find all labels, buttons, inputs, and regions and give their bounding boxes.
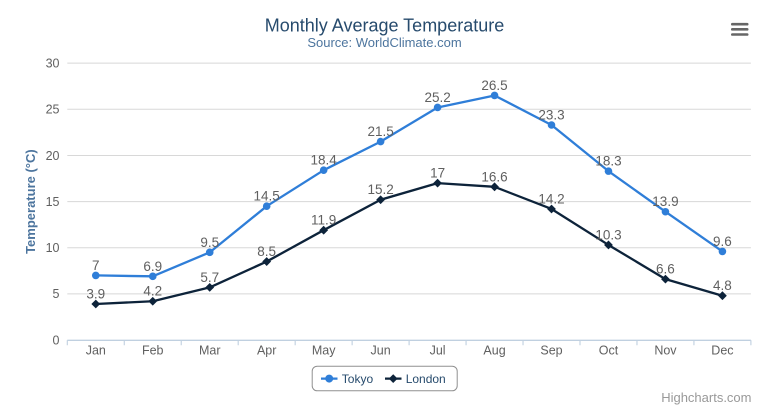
svg-text:May: May: [312, 343, 336, 357]
svg-text:Temperature (°C): Temperature (°C): [23, 149, 38, 254]
svg-text:18.4: 18.4: [311, 153, 338, 168]
svg-text:5.7: 5.7: [200, 270, 219, 285]
svg-text:Jan: Jan: [86, 343, 106, 357]
svg-text:9.6: 9.6: [713, 234, 732, 249]
svg-text:Highcharts.com: Highcharts.com: [661, 390, 751, 405]
svg-text:Mar: Mar: [199, 343, 221, 357]
svg-text:26.5: 26.5: [481, 78, 507, 93]
svg-text:Source: WorldClimate.com: Source: WorldClimate.com: [307, 35, 461, 50]
svg-text:Tokyo: Tokyo: [342, 372, 374, 386]
svg-text:17: 17: [430, 166, 445, 181]
svg-text:25: 25: [46, 103, 60, 117]
svg-text:9.5: 9.5: [200, 235, 219, 250]
svg-text:6.6: 6.6: [656, 262, 675, 277]
svg-text:Monthly Average Temperature: Monthly Average Temperature: [265, 16, 504, 36]
svg-text:14.2: 14.2: [538, 191, 564, 206]
svg-text:18.3: 18.3: [595, 154, 621, 169]
svg-text:Feb: Feb: [142, 343, 164, 357]
svg-text:Apr: Apr: [257, 343, 276, 357]
svg-text:8.5: 8.5: [257, 244, 276, 259]
svg-text:Dec: Dec: [711, 343, 733, 357]
svg-text:16.6: 16.6: [481, 169, 507, 184]
svg-text:Jul: Jul: [430, 343, 446, 357]
svg-text:Nov: Nov: [654, 343, 677, 357]
svg-text:4.2: 4.2: [143, 284, 162, 299]
svg-text:15: 15: [46, 195, 60, 209]
svg-text:11.9: 11.9: [311, 213, 336, 228]
svg-text:Sep: Sep: [540, 343, 562, 357]
svg-text:20: 20: [46, 149, 60, 163]
svg-text:6.9: 6.9: [143, 259, 162, 274]
svg-text:0: 0: [53, 333, 60, 347]
svg-text:21.5: 21.5: [367, 124, 393, 139]
svg-text:5: 5: [53, 287, 60, 301]
svg-text:15.2: 15.2: [367, 182, 393, 197]
svg-text:Oct: Oct: [599, 343, 619, 357]
svg-text:3.9: 3.9: [86, 287, 105, 302]
svg-text:13.9: 13.9: [652, 194, 678, 209]
svg-text:30: 30: [46, 56, 60, 70]
svg-text:London: London: [406, 372, 446, 386]
svg-text:Jun: Jun: [371, 343, 391, 357]
svg-text:Aug: Aug: [483, 343, 505, 357]
svg-text:23.3: 23.3: [538, 108, 564, 123]
svg-text:4.8: 4.8: [713, 278, 732, 293]
svg-text:14.5: 14.5: [254, 189, 280, 204]
svg-text:10: 10: [46, 241, 60, 255]
svg-text:25.2: 25.2: [424, 90, 450, 105]
svg-text:7: 7: [92, 258, 100, 273]
svg-text:10.3: 10.3: [595, 227, 621, 242]
